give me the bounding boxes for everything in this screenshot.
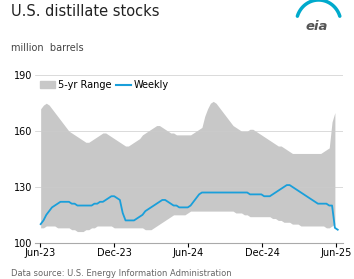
Text: U.S. distillate stocks: U.S. distillate stocks — [11, 4, 159, 19]
Text: Data source: U.S. Energy Information Administration: Data source: U.S. Energy Information Adm… — [11, 269, 231, 278]
Text: million  barrels: million barrels — [11, 43, 83, 53]
Legend: 5-yr Range, Weekly: 5-yr Range, Weekly — [40, 80, 169, 90]
Text: eia: eia — [306, 20, 328, 33]
